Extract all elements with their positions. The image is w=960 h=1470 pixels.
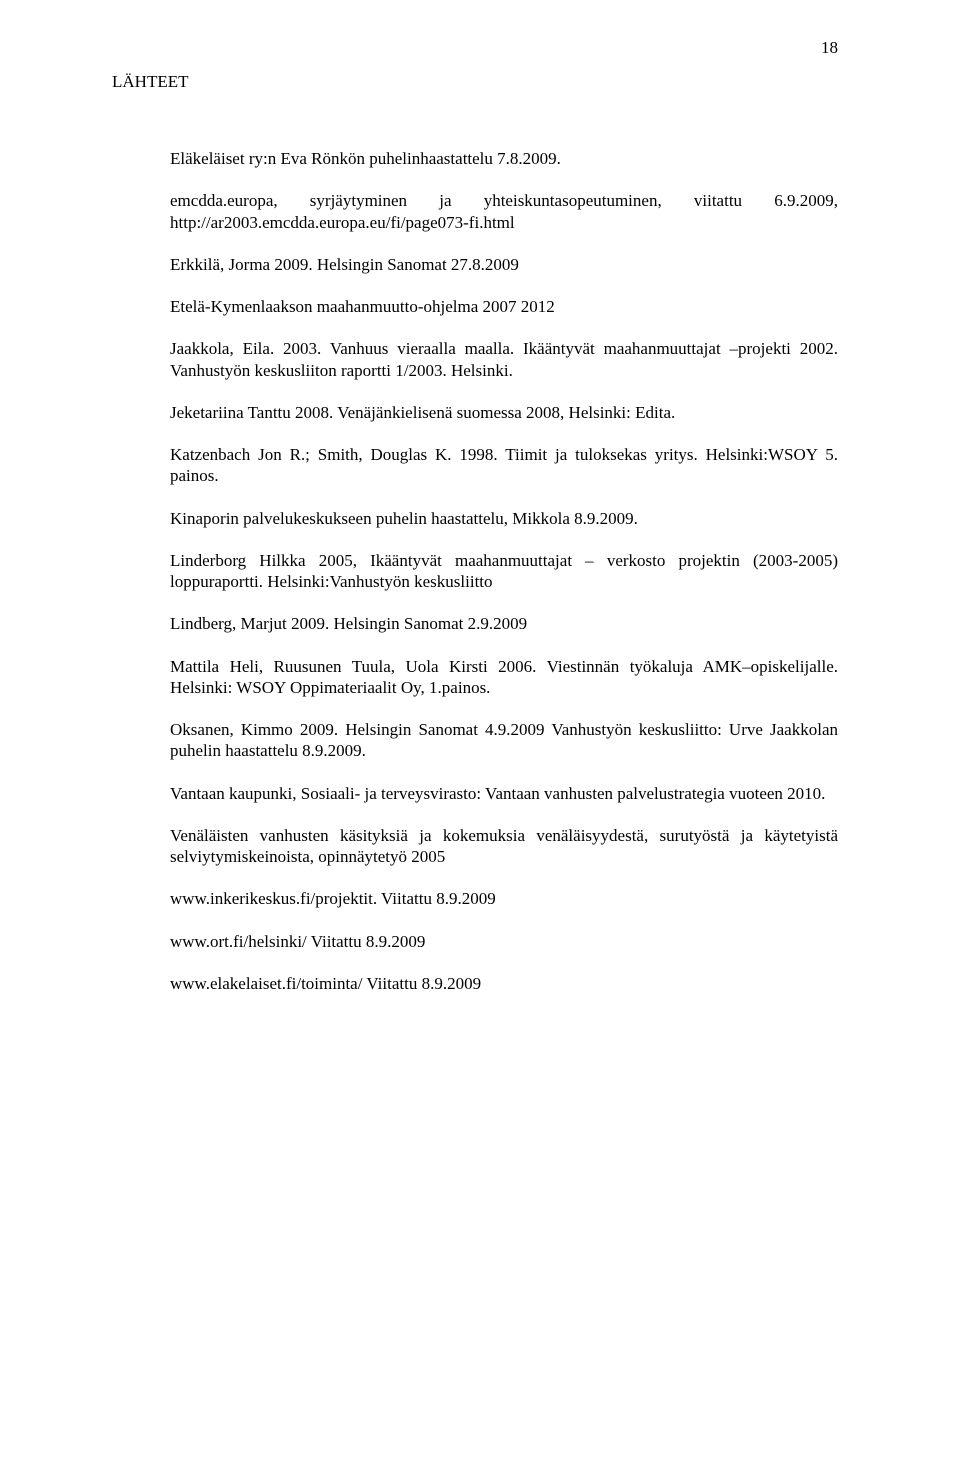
- reference-entry: www.elakelaiset.fi/toiminta/ Viitattu 8.…: [170, 973, 838, 994]
- reference-entry: Eläkeläiset ry:n Eva Rönkön puhelinhaast…: [170, 148, 838, 169]
- reference-entry: Linderborg Hilkka 2005, Ikääntyvät maaha…: [170, 550, 838, 593]
- reference-entry: www.inkerikeskus.fi/projektit. Viitattu …: [170, 888, 838, 909]
- reference-entry: Kinaporin palvelukeskukseen puhelin haas…: [170, 508, 838, 529]
- page-number: 18: [821, 38, 838, 58]
- reference-entry: Lindberg, Marjut 2009. Helsingin Sanomat…: [170, 613, 838, 634]
- reference-entry: Venäläisten vanhusten käsityksiä ja koke…: [170, 825, 838, 868]
- reference-entry: www.ort.fi/helsinki/ Viitattu 8.9.2009: [170, 931, 838, 952]
- reference-entry: Oksanen, Kimmo 2009. Helsingin Sanomat 4…: [170, 719, 838, 762]
- reference-entry: Vantaan kaupunki, Sosiaali- ja terveysvi…: [170, 783, 838, 804]
- reference-entry: emcdda.europa, syrjäytyminen ja yhteisku…: [170, 190, 838, 233]
- reference-entry: Jaakkola, Eila. 2003. Vanhuus vieraalla …: [170, 338, 838, 381]
- reference-entry: Etelä-Kymenlaakson maahanmuutto-ohjelma …: [170, 296, 838, 317]
- reference-entry: Katzenbach Jon R.; Smith, Douglas K. 199…: [170, 444, 838, 487]
- reference-entry: Erkkilä, Jorma 2009. Helsingin Sanomat 2…: [170, 254, 838, 275]
- reference-entry: Jeketariina Tanttu 2008. Venäjänkielisen…: [170, 402, 838, 423]
- section-title: LÄHTEET: [112, 72, 838, 92]
- reference-entry: Mattila Heli, Ruusunen Tuula, Uola Kirst…: [170, 656, 838, 699]
- references-list: Eläkeläiset ry:n Eva Rönkön puhelinhaast…: [170, 148, 838, 994]
